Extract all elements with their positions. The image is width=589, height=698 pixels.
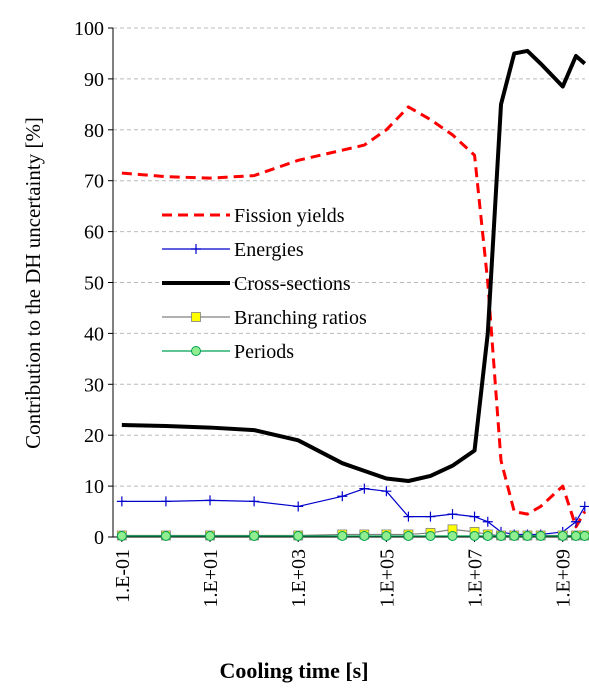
legend-label: Fission yields [234, 205, 345, 227]
legend-label: Periods [234, 341, 294, 363]
point [570, 530, 581, 541]
legend: Fission yields Energies Cross-sections Bran… [162, 205, 367, 363]
point [381, 530, 392, 541]
point [403, 530, 414, 541]
point [469, 511, 480, 522]
y-tick-label: 100 [74, 18, 104, 40]
point [522, 530, 533, 541]
y-tick-label: 40 [84, 323, 104, 345]
point [381, 486, 392, 497]
y-tick-label: 90 [84, 69, 104, 91]
legend-marker [191, 312, 201, 322]
x-tick-label: 1.E+09 [553, 549, 575, 608]
point [116, 530, 127, 541]
x-tick-label: 1.E+05 [376, 549, 398, 608]
point [205, 495, 216, 506]
point [509, 530, 520, 541]
point [116, 496, 127, 507]
y-tick-label: 20 [84, 425, 104, 447]
point [403, 511, 414, 522]
point [205, 530, 216, 541]
point [249, 496, 260, 507]
y-tick-label: 50 [84, 273, 104, 295]
point [570, 516, 581, 527]
legend-label: Energies [234, 239, 304, 261]
series-line [121, 105, 587, 529]
point [425, 511, 436, 522]
point [579, 501, 589, 512]
point [160, 496, 171, 507]
point [337, 491, 348, 502]
point [359, 483, 370, 494]
legend-label: Branching ratios [234, 307, 367, 329]
series-line [121, 488, 586, 536]
y-tick-label: 80 [84, 120, 104, 142]
point [482, 516, 493, 527]
x-tick-label: 1.E+01 [200, 549, 222, 608]
point [160, 530, 171, 541]
x-tick-label: 1.E+03 [288, 549, 310, 608]
point [447, 530, 458, 541]
y-tick-label: 60 [84, 222, 104, 244]
point [469, 530, 480, 541]
point [579, 530, 589, 541]
x-tick-label: 1.E+07 [465, 549, 487, 608]
y-tick-label: 30 [84, 374, 104, 396]
point [337, 530, 348, 541]
point [447, 509, 458, 520]
y-axis-label: Contribution to the DH uncertainty [%] [21, 117, 45, 449]
point [293, 530, 304, 541]
y-tick-label: 0 [94, 527, 104, 549]
series-line [121, 48, 587, 484]
point [496, 530, 507, 541]
legend-label: Cross-sections [234, 273, 351, 295]
legend-marker [191, 346, 201, 356]
y-tick-label: 70 [84, 171, 104, 193]
point [359, 530, 370, 541]
point [249, 530, 260, 541]
legend-marker [191, 244, 201, 254]
point [482, 530, 493, 541]
point [557, 530, 568, 541]
point [425, 530, 436, 541]
point [535, 530, 546, 541]
point [293, 501, 304, 512]
x-axis-label: Cooling time [s] [219, 658, 368, 683]
x-tick-label: 1.E-01 [112, 549, 134, 603]
y-tick-label: 10 [84, 476, 104, 498]
